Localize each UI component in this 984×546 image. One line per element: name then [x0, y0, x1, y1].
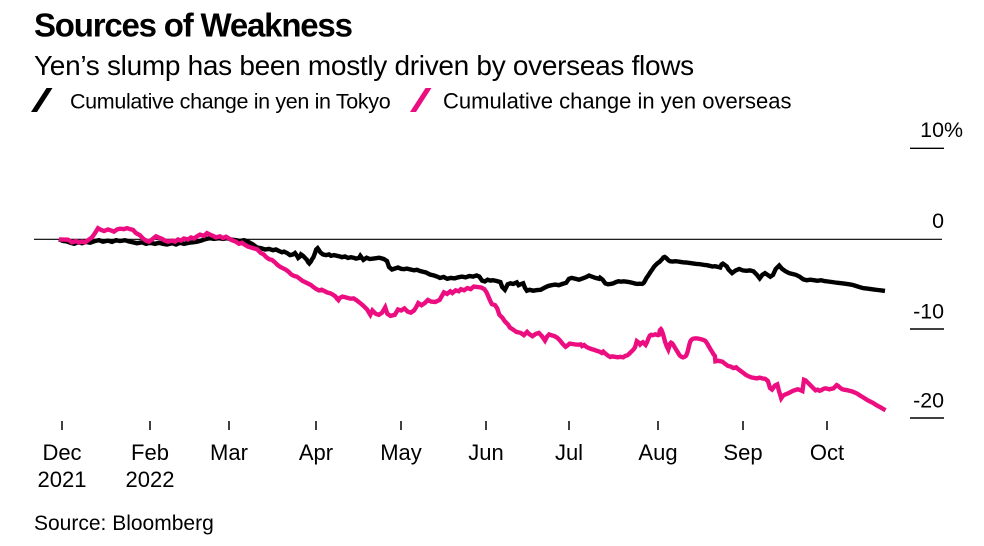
svg-text:May: May [380, 440, 422, 465]
svg-text:Jul: Jul [555, 440, 583, 465]
svg-text:Sources of Weakness: Sources of Weakness [34, 7, 352, 44]
svg-text:10%: 10% [920, 118, 963, 142]
svg-text:Aug: Aug [638, 440, 677, 465]
svg-text:Oct: Oct [810, 440, 844, 465]
svg-text:0: 0 [932, 209, 944, 233]
svg-text:Mar: Mar [210, 440, 248, 465]
svg-text:Jun: Jun [468, 440, 503, 465]
svg-text:Source: Bloomberg: Source: Bloomberg [34, 512, 214, 535]
svg-text:Yen’s slump has been mostly dr: Yen’s slump has been mostly driven by ov… [34, 50, 694, 81]
svg-text:-10: -10 [913, 300, 944, 324]
svg-text:Apr: Apr [299, 440, 333, 465]
svg-text:2022: 2022 [126, 467, 175, 492]
svg-text:Dec: Dec [42, 440, 81, 465]
svg-text:Feb: Feb [131, 440, 169, 465]
svg-text:-20: -20 [913, 389, 944, 413]
svg-text:Sep: Sep [723, 440, 762, 465]
svg-text:Cumulative change in yen in To: Cumulative change in yen in Tokyo [70, 90, 391, 114]
svg-text:2021: 2021 [38, 467, 87, 492]
svg-text:Cumulative change in yen overs: Cumulative change in yen overseas [443, 89, 792, 114]
